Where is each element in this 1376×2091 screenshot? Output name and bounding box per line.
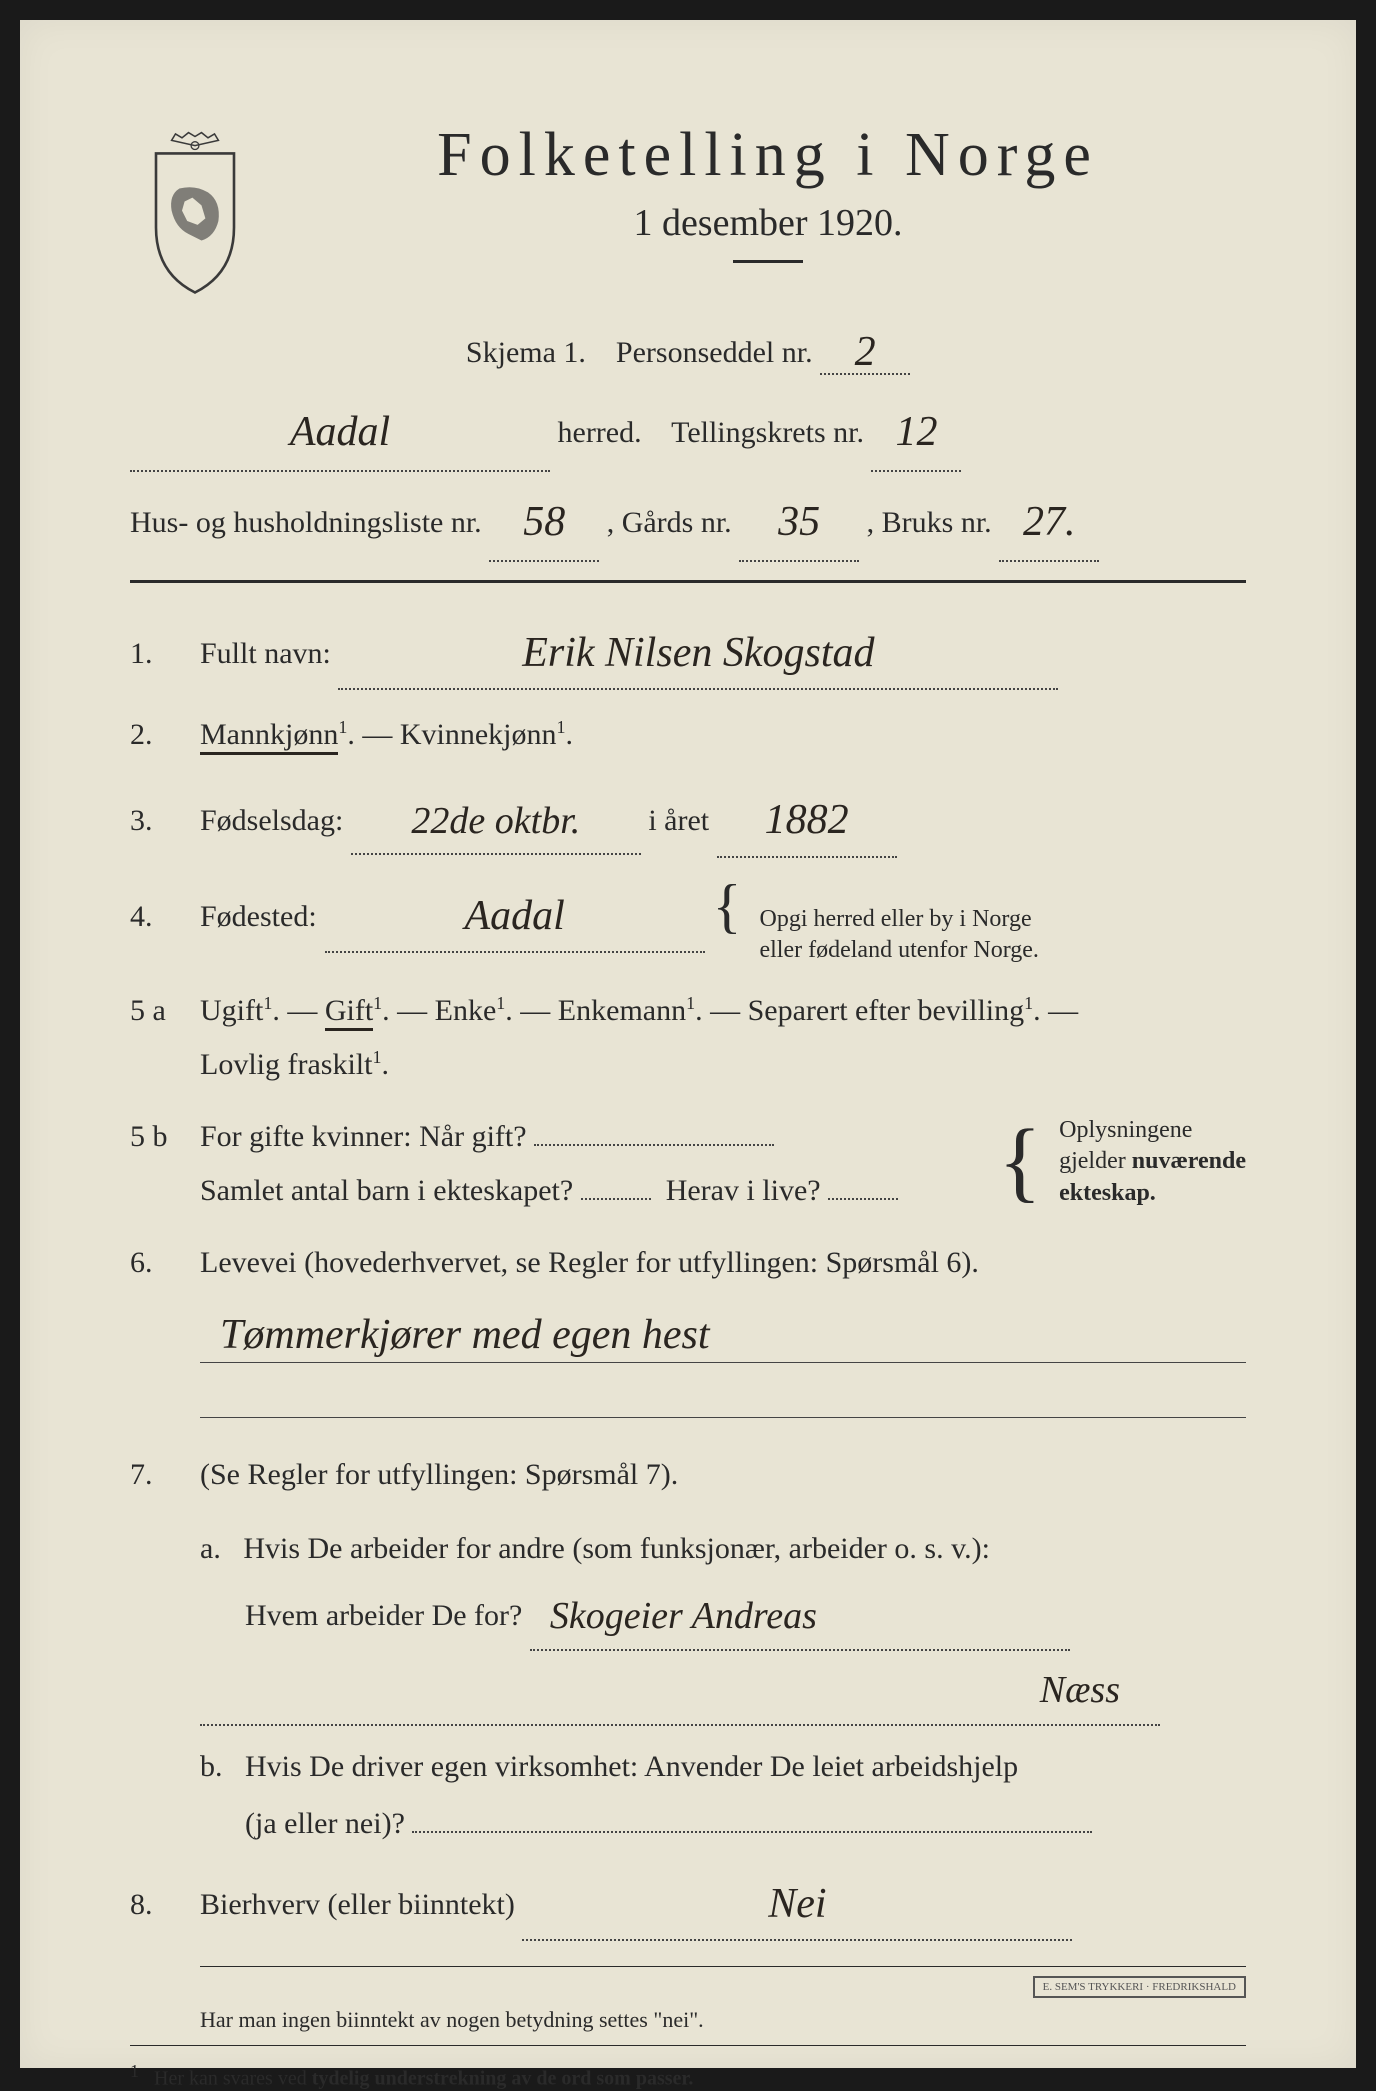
q3-day: 22de oktbr. <box>411 800 580 842</box>
gards-label: , Gårds nr. <box>607 506 732 539</box>
q6-label: Levevei (hovederhvervet, se Regler for u… <box>200 1246 979 1279</box>
q5b: 5 b For gifte kvinner: Når gift? { Oplys… <box>130 1110 1246 1218</box>
q3-num: 3. <box>130 804 200 838</box>
q3-year: 1882 <box>765 797 849 843</box>
q5a-ugift: Ugift <box>200 994 263 1027</box>
q5b-note: Oplysningene gjelder nuværende ekteskap. <box>1059 1115 1246 1209</box>
q5b-label2: Samlet antal barn i ekteskapet? <box>200 1174 573 1207</box>
q5a-fraskilt: Lovlig fraskilt <box>200 1048 372 1081</box>
q4-label: Fødested: <box>200 890 317 944</box>
q2-kvinne: Kvinnekjønn <box>400 718 557 751</box>
q5a-gift: Gift <box>325 994 373 1031</box>
q7a-value2: Næss <box>1040 1669 1120 1711</box>
q7b-label: b. <box>200 1750 223 1783</box>
q3-year-label: i året <box>648 804 709 837</box>
q2-mann: Mannkjønn <box>200 718 338 755</box>
q8-value: Nei <box>768 1881 826 1927</box>
q7-label: (Se Regler for utfyllingen: Spørsmål 7). <box>200 1458 678 1491</box>
tellingskrets-label: Tellingskrets nr. <box>671 416 864 449</box>
q7a-text2: Hvem arbeider De for? <box>245 1599 522 1632</box>
q5b-num: 5 b <box>130 1120 200 1154</box>
q3: 3. Fødselsdag: 22de oktbr. i året 1882 <box>130 780 1246 858</box>
q2-num: 2. <box>130 718 200 752</box>
q4: 4. Fødested: Aadal { Opgi herred eller b… <box>130 876 1246 966</box>
header: Folketelling i Norge 1 desember 1920. <box>130 120 1246 290</box>
q7-num: 7. <box>130 1458 200 1492</box>
q7b: b. Hvis De driver egen virksomhet: Anven… <box>200 1738 1246 1852</box>
q7b-text1: Hvis De driver egen virksomhet: Anvender… <box>245 1750 1018 1783</box>
q7a-value: Skogeier Andreas <box>550 1595 817 1637</box>
gards-nr: 35 <box>778 499 820 545</box>
subtitle-date: 1 desember 1920. <box>290 201 1246 245</box>
title-rule <box>733 260 803 263</box>
q8-label: Bierhverv (eller biinntekt) <box>200 1888 515 1921</box>
q6-num: 6. <box>130 1246 200 1280</box>
census-form-page: Folketelling i Norge 1 desember 1920. Sk… <box>20 20 1356 2068</box>
q7a-text1: Hvis De arbeider for andre (som funksjon… <box>243 1532 990 1565</box>
footnote1: Har man ingen biinntekt av nogen betydni… <box>200 2007 1246 2033</box>
hus-nr: 58 <box>523 499 565 545</box>
divider-top <box>130 580 1246 583</box>
personseddel-nr: 2 <box>855 329 876 375</box>
herred-row: Aadal herred. Tellingskrets nr. 12 <box>130 390 1246 472</box>
title-block: Folketelling i Norge 1 desember 1920. <box>290 120 1246 263</box>
divider-footnote <box>200 1966 1246 1967</box>
bruks-nr: 27. <box>1023 499 1076 545</box>
q2: 2. Mannkjønn1. — Kvinnekjønn1. <box>130 708 1246 762</box>
q5b-label3: Herav i live? <box>666 1174 821 1207</box>
divider-bottom <box>130 2045 1246 2046</box>
q7b-text2: (ja eller nei)? <box>245 1807 405 1840</box>
schema-label: Skjema 1. <box>466 336 586 369</box>
q7: 7. (Se Regler for utfyllingen: Spørsmål … <box>130 1448 1246 1502</box>
q5a: 5 a Ugift1. — Gift1. — Enke1. — Enkemann… <box>130 984 1246 1092</box>
main-title: Folketelling i Norge <box>290 120 1246 191</box>
bruks-label: , Bruks nr. <box>867 506 992 539</box>
q4-num: 4. <box>130 900 200 934</box>
q7a-label: a. <box>200 1532 221 1565</box>
q3-label: Fødselsdag: <box>200 804 343 837</box>
herred-label: herred. <box>558 416 642 449</box>
herred-value: Aadal <box>290 409 390 455</box>
q1-label: Fullt navn: <box>200 637 331 670</box>
tellingskrets-nr: 12 <box>895 409 937 455</box>
q6-answer: Tømmerkjører med egen hest <box>200 1308 1246 1418</box>
q2-sep: — <box>362 718 400 751</box>
q5a-separert: Separert efter bevilling <box>748 994 1025 1027</box>
q1-num: 1. <box>130 637 200 671</box>
q8: 8. Bierhverv (eller biinntekt) Nei <box>130 1864 1246 1942</box>
q6-value: Tømmerkjører med egen hest <box>220 1311 710 1360</box>
q1: 1. Fullt navn: Erik Nilsen Skogstad <box>130 613 1246 691</box>
printer-stamp: E. SEM'S TRYKKERI · FREDRIKSHALD <box>1033 1976 1246 1998</box>
personseddel-label: Personseddel nr. <box>616 336 813 369</box>
q4-value: Aadal <box>465 893 565 939</box>
schema-line: Skjema 1. Personseddel nr. 2 <box>130 325 1246 375</box>
q5b-label1: For gifte kvinner: Når gift? <box>200 1120 527 1153</box>
q6: 6. Levevei (hovederhvervet, se Regler fo… <box>130 1236 1246 1290</box>
q5a-enkemann: Enkemann <box>558 994 686 1027</box>
hus-label: Hus- og husholdningsliste nr. <box>130 506 482 539</box>
crest-svg <box>130 130 260 299</box>
q5a-enke: Enke <box>435 994 497 1027</box>
q5a-num: 5 a <box>130 994 200 1028</box>
q4-note: Opgi herred eller by i Norge eller fødel… <box>759 904 1038 966</box>
hus-row: Hus- og husholdningsliste nr. 58 , Gårds… <box>130 480 1246 562</box>
q1-value: Erik Nilsen Skogstad <box>522 630 874 676</box>
coat-of-arms <box>130 130 260 290</box>
q8-num: 8. <box>130 1888 200 1922</box>
q7a: a. Hvis De arbeider for andre (som funks… <box>200 1520 1246 1725</box>
footnote2: 1 Her kan svares ved tydelig understrekn… <box>130 2061 1246 2091</box>
